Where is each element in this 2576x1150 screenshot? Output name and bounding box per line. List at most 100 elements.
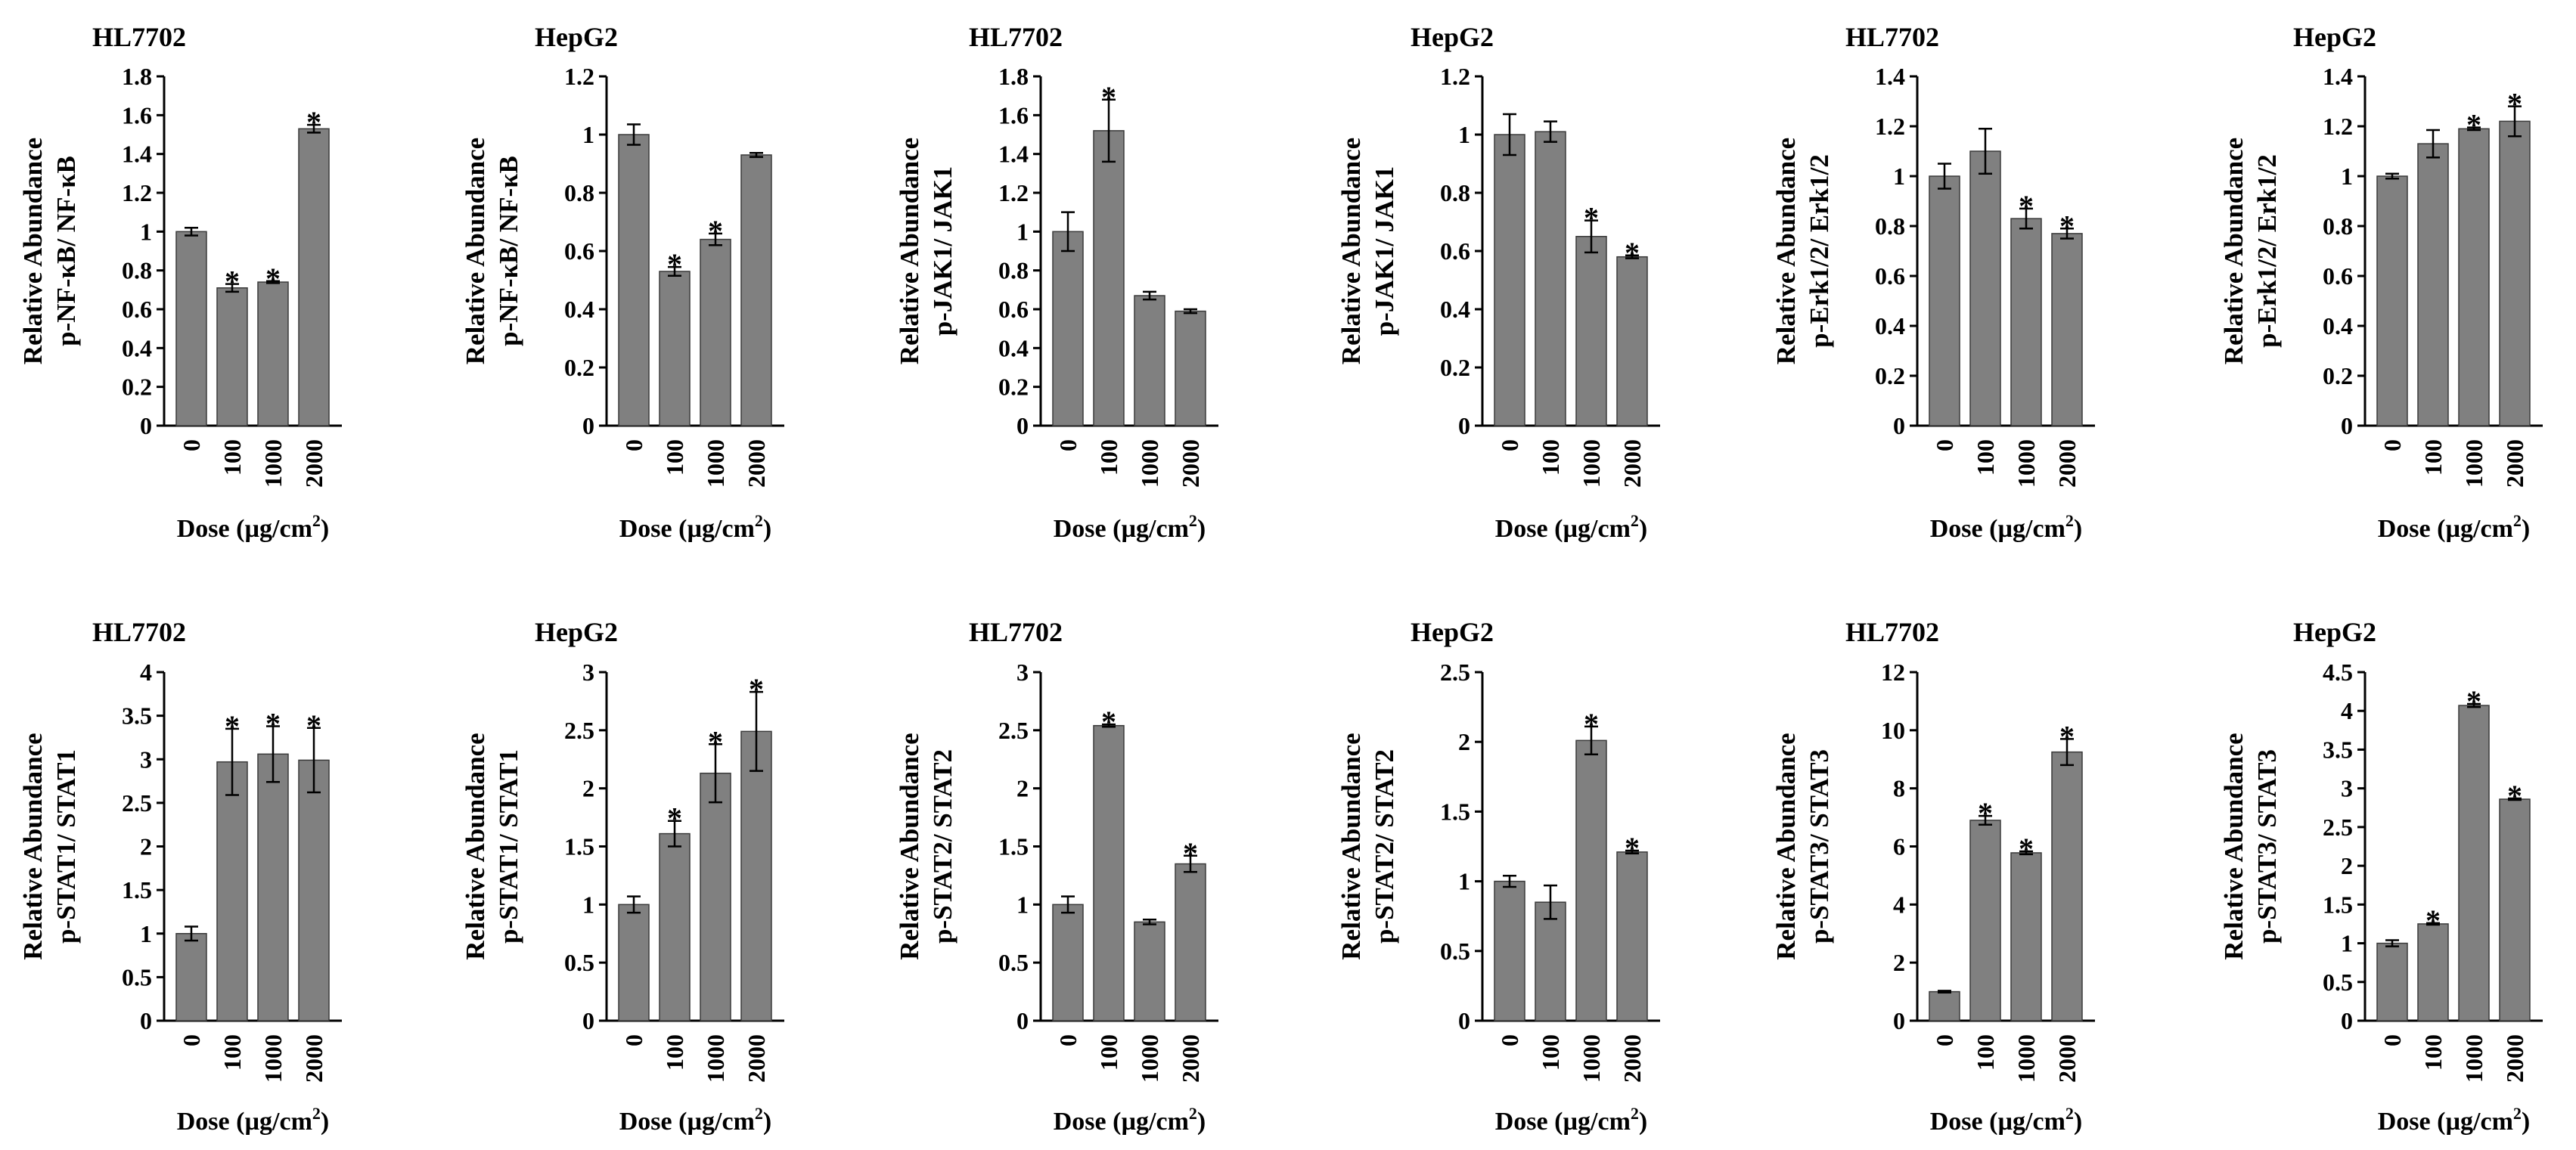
significance-marker: *: [265, 706, 281, 740]
y-tick-label: 4.5: [2323, 659, 2353, 686]
x-tick-label: 0: [2379, 1034, 2406, 1046]
bar: [2051, 233, 2083, 426]
significance-marker: *: [749, 672, 764, 706]
y-tick-label: 12: [1881, 659, 1905, 686]
x-tick-label: 2000: [1619, 439, 1646, 488]
y-tick-label: 1.5: [122, 876, 152, 904]
bar: [298, 128, 330, 426]
x-axis-label: Dose (µg/cm2): [1930, 511, 2082, 543]
significance-marker: *: [2019, 189, 2034, 223]
significance-marker: *: [2425, 904, 2441, 938]
x-tick-label: 1000: [2013, 439, 2040, 488]
y-tick-label: 2: [140, 833, 152, 860]
x-axis-label-superscript: 2: [2065, 511, 2074, 530]
y-tick-label: 1.5: [1440, 798, 1470, 825]
x-axis-label-close: ): [321, 515, 329, 543]
chart-title: HL7702: [92, 22, 186, 52]
y-tick-label: 0.8: [2323, 212, 2353, 240]
bar: [2458, 128, 2490, 426]
y-tick-label: 0: [1016, 1007, 1029, 1034]
chart-panel-10: HepG2 Relative Abundance p-STAT2/ STAT2 0 0.…: [1336, 617, 1660, 1136]
y-tick-label: 1.6: [122, 101, 152, 129]
y-tick-label: 1.4: [1875, 63, 1905, 90]
y-tick-label: 3: [140, 745, 152, 773]
y-tick-label: 2.5: [1440, 659, 1470, 686]
bar: [700, 772, 731, 1021]
y-axis-label: Relative Abundance p-NF-κB/ NF-κB: [461, 138, 523, 364]
x-axis-label-superscript: 2: [312, 1104, 321, 1123]
x-axis-label: Dose (µg/cm2): [1495, 1104, 1647, 1136]
y-axis-label-line2: p-JAK1/ JAK1: [1370, 166, 1399, 336]
bar: [2458, 705, 2490, 1021]
y-tick-label: 1.5: [2323, 891, 2353, 918]
bar: [2417, 143, 2449, 426]
y-tick-label: 0.6: [998, 296, 1029, 323]
y-tick-label: 2: [1458, 728, 1470, 755]
y-axis-label-line2: p-Erk1/2/ Erk1/2: [2252, 154, 2282, 348]
y-tick-label: 0: [582, 412, 594, 439]
bar: [1929, 175, 1960, 426]
chart-panel-1: HL7702 Relative Abundance p-NF-κB/ NF-κB 0 0…: [18, 22, 342, 543]
significance-marker: *: [306, 708, 321, 742]
bar: [1969, 150, 2001, 426]
significance-marker: *: [225, 265, 240, 299]
x-axis-label-text: Dose (µg/cm: [1495, 1108, 1631, 1136]
y-axis-label: Relative Abundance p-NF-κB/ NF-κB: [18, 138, 81, 364]
bar: [1535, 901, 1566, 1021]
y-tick-label: 3: [1016, 659, 1029, 686]
significance-marker: *: [2059, 209, 2075, 243]
x-axis-label: Dose (µg/cm2): [1930, 1104, 2082, 1136]
y-tick-label: 1: [140, 920, 152, 947]
significance-marker: *: [708, 214, 723, 248]
y-tick-label: 1.6: [998, 101, 1029, 129]
y-tick-label: 3.5: [2323, 736, 2353, 763]
y-tick-label: 0.5: [122, 963, 152, 990]
y-axis-label-line2: p-NF-κB/ NF-κB: [494, 156, 523, 346]
significance-marker: *: [708, 724, 723, 758]
x-axis-label: Dose (µg/cm2): [619, 1104, 771, 1136]
bar: [659, 271, 691, 426]
chart-title: HL7702: [969, 22, 1063, 52]
y-tick-label: 1: [2341, 930, 2353, 957]
y-axis-label-line1: Relative Abundance: [18, 733, 48, 959]
y-axis-label: Relative Abundance p-JAK1/ JAK1: [895, 138, 957, 364]
bar: [1175, 310, 1206, 426]
chart-panel-11: HL7702 Relative Abundance p-STAT3/ STAT3 0 2…: [1771, 617, 2095, 1136]
x-tick-label: 2000: [743, 439, 770, 488]
y-axis-label: Relative Abundance p-JAK1/ JAK1: [1336, 138, 1399, 364]
y-tick-label: 3.5: [122, 702, 152, 730]
bar: [1575, 739, 1607, 1021]
y-tick-label: 10: [1881, 717, 1905, 744]
x-axis-label-text: Dose (µg/cm: [619, 1108, 755, 1136]
chart-panel-12: HepG2 Relative Abundance p-STAT3/ STAT3 0 0.…: [2219, 617, 2543, 1136]
x-axis-label-close: ): [2074, 1108, 2082, 1136]
x-axis-label-superscript: 2: [1189, 1104, 1197, 1123]
y-axis-label-line2: p-STAT3/ STAT3: [1805, 749, 1834, 944]
y-tick-label: 0.6: [122, 296, 152, 323]
significance-marker: *: [1584, 707, 1599, 741]
bar: [2010, 852, 2042, 1021]
chart-title: HepG2: [535, 22, 618, 52]
y-tick-label: 0.6: [2323, 262, 2353, 290]
bar: [700, 238, 731, 426]
significance-marker: *: [2507, 87, 2522, 121]
y-tick-label: 0.8: [998, 257, 1029, 284]
bar: [1134, 921, 1165, 1021]
bar: [618, 134, 650, 426]
y-axis-label-line1: Relative Abundance: [2219, 733, 2249, 959]
x-tick-label: 100: [2419, 439, 2447, 476]
y-axis-label: Relative Abundance p-STAT1/ STAT1: [461, 733, 523, 959]
x-tick-label: 2000: [2501, 439, 2528, 488]
chart-title: HepG2: [2293, 22, 2376, 52]
x-tick-label: 0: [620, 1034, 647, 1046]
y-tick-label: 0.4: [1875, 312, 1905, 339]
y-tick-label: 0.2: [998, 374, 1029, 401]
chart-panel-8: HepG2 Relative Abundance p-STAT1/ STAT1 0 0.…: [461, 617, 784, 1136]
y-tick-label: 1: [582, 891, 594, 918]
y-tick-label: 0.6: [1875, 262, 1905, 290]
significance-marker: *: [2059, 719, 2075, 753]
x-axis-label-superscript: 2: [2513, 511, 2522, 530]
bar: [216, 761, 248, 1021]
x-tick-label: 1000: [1578, 439, 1605, 488]
x-axis-label-superscript: 2: [1631, 1104, 1639, 1123]
